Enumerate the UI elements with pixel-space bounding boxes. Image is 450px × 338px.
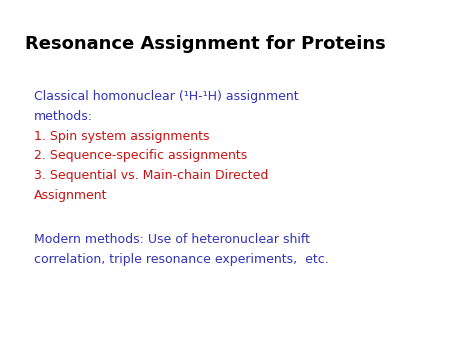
Text: 3. Sequential vs. Main-chain Directed: 3. Sequential vs. Main-chain Directed <box>34 169 268 182</box>
Text: Resonance Assignment for Proteins: Resonance Assignment for Proteins <box>25 35 386 53</box>
Text: 1. Spin system assignments: 1. Spin system assignments <box>34 130 209 143</box>
Text: 2. Sequence-specific assignments: 2. Sequence-specific assignments <box>34 149 247 162</box>
Text: Modern methods: Use of heteronuclear shift: Modern methods: Use of heteronuclear shi… <box>34 233 310 246</box>
Text: methods:: methods: <box>34 110 93 123</box>
Text: correlation, triple resonance experiments,  etc.: correlation, triple resonance experiment… <box>34 254 328 266</box>
Text: Classical homonuclear (¹H-¹H) assignment: Classical homonuclear (¹H-¹H) assignment <box>34 90 298 102</box>
Text: Assignment: Assignment <box>34 189 107 202</box>
